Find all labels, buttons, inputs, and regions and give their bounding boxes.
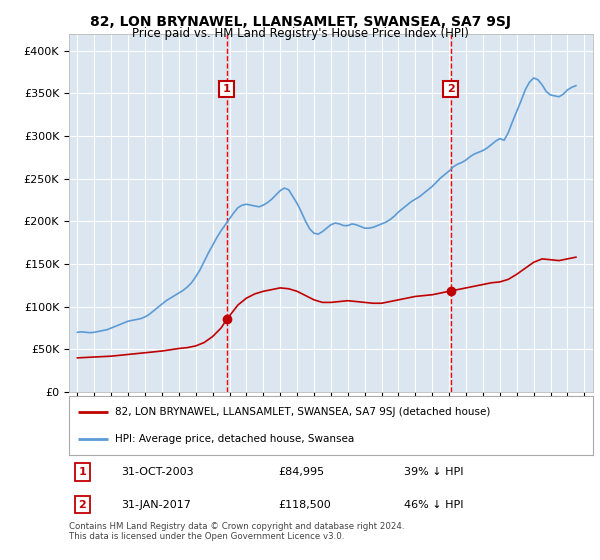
Text: 82, LON BRYNAWEL, LLANSAMLET, SWANSEA, SA7 9SJ: 82, LON BRYNAWEL, LLANSAMLET, SWANSEA, S…	[89, 15, 511, 29]
Text: £118,500: £118,500	[278, 500, 331, 510]
Text: Contains HM Land Registry data © Crown copyright and database right 2024.
This d: Contains HM Land Registry data © Crown c…	[69, 522, 404, 542]
Text: 1: 1	[223, 84, 230, 94]
Text: 1: 1	[78, 467, 86, 477]
Text: HPI: Average price, detached house, Swansea: HPI: Average price, detached house, Swan…	[115, 435, 355, 445]
Text: 31-OCT-2003: 31-OCT-2003	[121, 467, 194, 477]
Text: £84,995: £84,995	[278, 467, 325, 477]
Text: Price paid vs. HM Land Registry's House Price Index (HPI): Price paid vs. HM Land Registry's House …	[131, 27, 469, 40]
Text: 2: 2	[78, 500, 86, 510]
Text: 39% ↓ HPI: 39% ↓ HPI	[404, 467, 464, 477]
Text: 31-JAN-2017: 31-JAN-2017	[121, 500, 191, 510]
Text: 82, LON BRYNAWEL, LLANSAMLET, SWANSEA, SA7 9SJ (detached house): 82, LON BRYNAWEL, LLANSAMLET, SWANSEA, S…	[115, 407, 490, 417]
Text: 2: 2	[447, 84, 454, 94]
Text: 46% ↓ HPI: 46% ↓ HPI	[404, 500, 464, 510]
